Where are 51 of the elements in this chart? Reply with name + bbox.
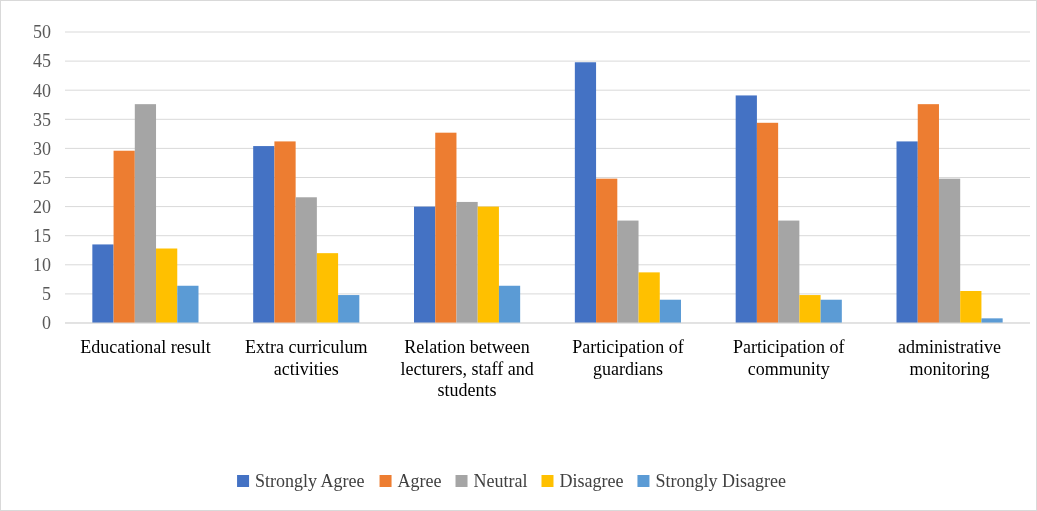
bar — [896, 141, 918, 323]
bar — [435, 132, 457, 323]
legend-label: Disagree — [559, 471, 624, 492]
y-tick-label: 20 — [33, 196, 51, 217]
x-tick-label: Participation of community — [733, 337, 845, 379]
bar — [596, 178, 618, 323]
bar — [617, 220, 639, 323]
bar — [735, 95, 757, 323]
x-tick-label: Participation of guardians — [572, 337, 684, 379]
bar — [756, 122, 779, 323]
bar — [177, 285, 199, 323]
y-tick-label: 15 — [33, 226, 51, 246]
bar — [253, 146, 275, 323]
bar — [338, 295, 360, 323]
y-tick-label: 40 — [33, 80, 51, 101]
bar — [799, 295, 821, 323]
y-tick-label: 5 — [42, 284, 51, 305]
bar — [638, 272, 660, 323]
legend-label: Neutral — [473, 471, 528, 492]
x-tick-label: Relation between lecturers, staff and students — [400, 337, 534, 400]
y-tick-label: 35 — [33, 109, 51, 130]
bar — [92, 244, 114, 323]
bar — [316, 253, 339, 323]
y-tick-label: 50 — [33, 22, 51, 43]
bar — [778, 220, 800, 323]
bar — [477, 206, 499, 323]
legend-label: Strongly Disagree — [655, 471, 786, 492]
y-tick-label: 30 — [33, 138, 51, 159]
bar — [938, 178, 961, 323]
bar — [960, 290, 982, 323]
y-tick-label: 25 — [33, 167, 51, 188]
x-tick-label: Extra curriculum activities — [245, 337, 368, 379]
y-tick-label: 45 — [33, 51, 51, 72]
bar — [456, 201, 478, 323]
bar — [917, 104, 939, 323]
legend-label: Agree — [397, 471, 442, 492]
bar — [820, 299, 842, 323]
x-tick-label: administrative monitoring — [898, 337, 1002, 379]
bar — [134, 104, 157, 323]
bar — [113, 150, 135, 323]
bar — [156, 248, 178, 323]
bar — [498, 285, 521, 323]
y-tick-label: 0 — [42, 313, 51, 334]
bar — [295, 197, 317, 323]
bar — [574, 62, 597, 323]
bar — [414, 206, 436, 323]
legend-label: Strongly Agree — [255, 471, 365, 492]
bar — [274, 141, 296, 323]
y-tick-label: 10 — [33, 255, 51, 276]
bar — [659, 299, 681, 323]
x-tick-label: Educational result — [80, 337, 211, 357]
